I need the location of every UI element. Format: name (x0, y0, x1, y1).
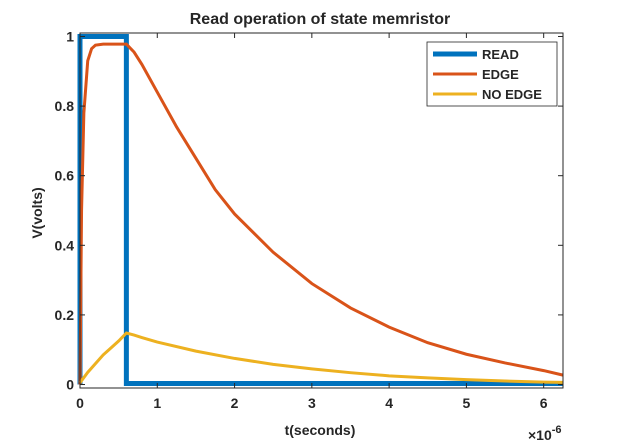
x-axis-label: t(seconds) (285, 422, 356, 438)
x-tick-label: 6 (540, 395, 548, 411)
x-axis-ticks: 0 1 2 3 4 5 6 (76, 33, 548, 411)
x-tick-label: 3 (308, 395, 316, 411)
y-tick-label: 0.2 (55, 307, 75, 323)
legend-label-read: READ (482, 47, 519, 62)
y-tick-label: 1 (66, 28, 74, 44)
plot-frame (79, 32, 564, 389)
legend-label-no-edge: NO EDGE (482, 87, 542, 102)
multiplier-base: ×10 (528, 427, 552, 443)
series-line-no-edge (78, 331, 564, 384)
chart-title: Read operation of state memristor (190, 11, 451, 28)
y-tick-label: 0.6 (55, 168, 75, 184)
x-tick-label: 0 (76, 395, 84, 411)
y-axis-label: V(volts) (29, 187, 45, 238)
series-line-edge (78, 42, 564, 385)
legend: READ EDGE NO EDGE (426, 41, 558, 107)
x-tick-label: 2 (231, 395, 239, 411)
y-tick-label: 0 (66, 377, 74, 393)
y-tick-label: 0.8 (55, 98, 75, 114)
y-tick-label: 0.4 (55, 237, 75, 253)
x-tick-label: 5 (463, 395, 471, 411)
y-axis-ticks: 0 0.2 0.4 0.6 0.8 1 (55, 28, 563, 393)
x-tick-label: 1 (153, 395, 161, 411)
legend-label-edge: EDGE (482, 67, 519, 82)
x-axis-multiplier: ×10-6 (528, 424, 562, 443)
x-tick-label: 4 (385, 395, 393, 411)
multiplier-exponent: -6 (552, 424, 562, 436)
svg-text:×10-6: ×10-6 (528, 424, 562, 443)
